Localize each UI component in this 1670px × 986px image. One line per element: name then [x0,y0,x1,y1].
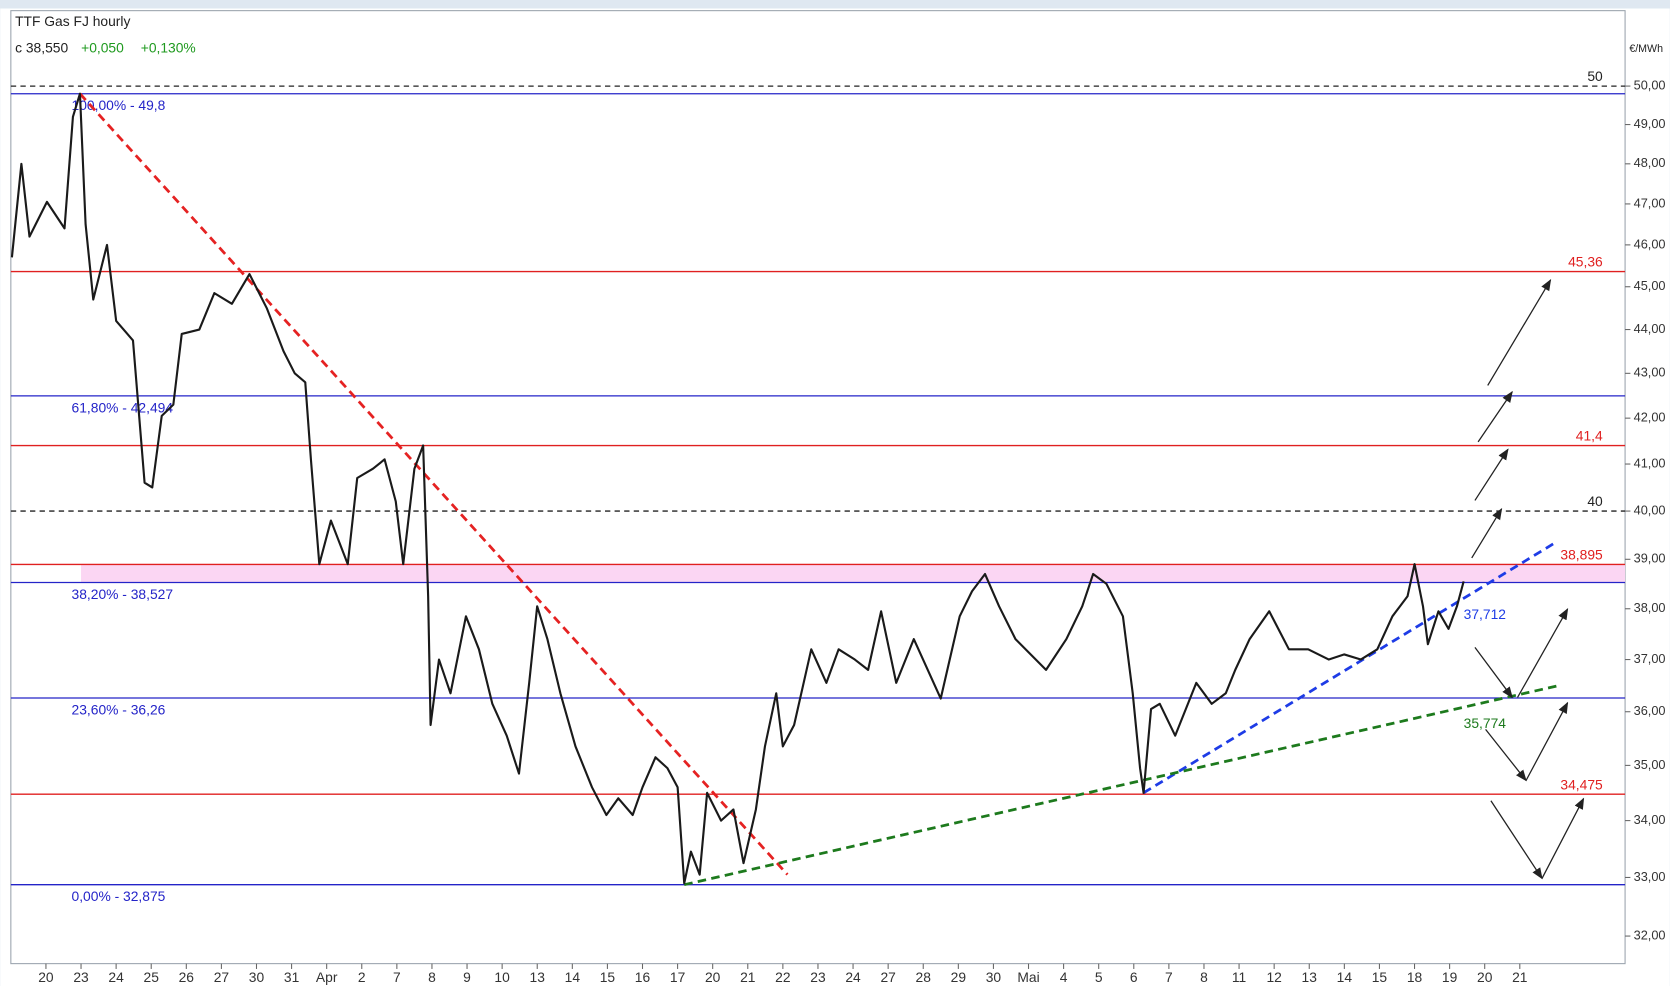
x-tick-label: 15 [1372,969,1388,985]
x-tick-label: 24 [845,969,861,985]
level-label: 34,475 [1560,776,1603,792]
price-change-pct: +0,130% [141,40,196,56]
y-tick-label: 46,00 [1634,236,1666,251]
arrow [1490,800,1543,880]
x-tick-label: Apr [316,969,338,985]
arrow [1471,507,1503,559]
level-label: 38,20% - 38,527 [72,586,173,602]
x-tick-label: Mai [1017,969,1039,985]
y-tick-label: 50,00 [1634,77,1666,92]
resistance-band [81,564,1626,583]
y-tick-label: 36,00 [1634,703,1666,718]
x-tick-label: 8 [1200,969,1208,985]
y-tick-label: 44,00 [1634,321,1666,336]
y-tick-label: 39,00 [1634,551,1666,566]
price-line [10,92,1465,885]
level-label: 50 [1587,68,1603,84]
level-label: 40 [1587,493,1603,509]
x-tick-label: 30 [249,969,265,985]
plot-layers: 32,00 33,00 34,00 35,00 36,00 37,00 38,00 39,00… [10,68,1666,985]
x-tick-label: 5 [1095,969,1103,985]
x-tick-label: 13 [1302,969,1318,985]
x-tick-label: 8 [428,969,436,985]
arrow [1477,390,1513,443]
x-tick-label: 28 [916,969,932,985]
y-tick-label: 41,00 [1634,455,1666,470]
x-tick-label: 16 [635,969,651,985]
x-tick-label: 2 [358,969,366,985]
x-tick-label: 17 [670,969,685,985]
trendline-label: 35,774 [1464,715,1507,731]
y-tick-label: 47,00 [1634,195,1666,210]
x-tick-label: 15 [600,969,616,985]
y-tick-label: 38,00 [1634,600,1666,615]
x-tick-label: 14 [565,969,581,985]
x-tick-label: 20 [38,969,54,985]
trendline-label: 37,712 [1464,606,1506,622]
arrow [1516,608,1569,698]
x-tick-label: 22 [775,969,790,985]
x-tick-label: 18 [1407,969,1423,985]
x-tick-label: 12 [1266,969,1281,985]
y-tick-label: 37,00 [1634,651,1666,666]
y-tick-label: 43,00 [1634,365,1666,380]
price-change: +0,050 [81,40,124,56]
level-label: 61,80% - 42,494 [72,399,174,415]
x-tick-label: 24 [108,969,124,985]
y-tick-label: 33,00 [1634,869,1666,884]
x-tick-label: 27 [214,969,229,985]
y-tick-label: 40,00 [1634,502,1666,517]
y-tick-label: 35,00 [1634,757,1666,772]
x-tick-label: 6 [1130,969,1138,985]
x-tick-label: 20 [705,969,721,985]
x-tick-label: 29 [951,969,967,985]
x-tick-label: 21 [740,969,756,985]
chart-background [0,8,1670,986]
level-label: 23,60% - 36,26 [72,701,166,717]
arrow [1487,279,1552,386]
x-tick-label: 7 [1165,969,1173,985]
level-label: 38,895 [1560,547,1603,563]
unit-label: €/MWh [1629,43,1663,55]
arrow [1485,728,1527,782]
x-tick-label: 11 [1232,969,1247,985]
y-tick-label: 34,00 [1634,812,1666,827]
x-tick-label: 30 [986,969,1002,985]
arrow [1525,701,1569,781]
x-tick-label: 26 [179,969,195,985]
x-tick-label: 25 [144,969,160,985]
trendline [78,92,789,876]
x-tick-label: 10 [494,969,510,985]
arrow [1474,647,1513,699]
level-label: 0,00% - 32,875 [72,888,166,904]
y-tick-label: 45,00 [1634,278,1666,293]
y-tick-label: 42,00 [1634,410,1666,425]
x-tick-label: 20 [1477,969,1493,985]
level-label: 41,4 [1576,428,1603,444]
x-tick-label: 4 [1060,969,1068,985]
y-tick-label: 48,00 [1634,155,1666,170]
scenario-arrows [1471,279,1585,880]
y-tick-label: 49,00 [1634,116,1666,131]
y-tick-label: 32,00 [1634,927,1666,942]
x-tick-label: 21 [1512,969,1528,985]
trendline [683,684,1560,887]
x-tick-label: 23 [810,969,826,985]
x-tick-label: 27 [880,969,895,985]
arrow [1474,448,1509,501]
x-tick-label: 23 [73,969,89,985]
close-price: c 38,550 [15,40,68,56]
arrow [1541,797,1585,879]
x-tick-label: 9 [463,969,471,985]
x-tick-label: 7 [393,969,401,985]
level-label: 45,36 [1568,254,1603,270]
x-tick-label: 14 [1337,969,1353,985]
chart-title: TTF Gas FJ hourly [15,13,130,29]
x-tick-label: 31 [284,969,300,985]
x-tick-label: 19 [1442,969,1458,985]
x-tick-label: 13 [530,969,546,985]
trendline [1142,541,1557,794]
